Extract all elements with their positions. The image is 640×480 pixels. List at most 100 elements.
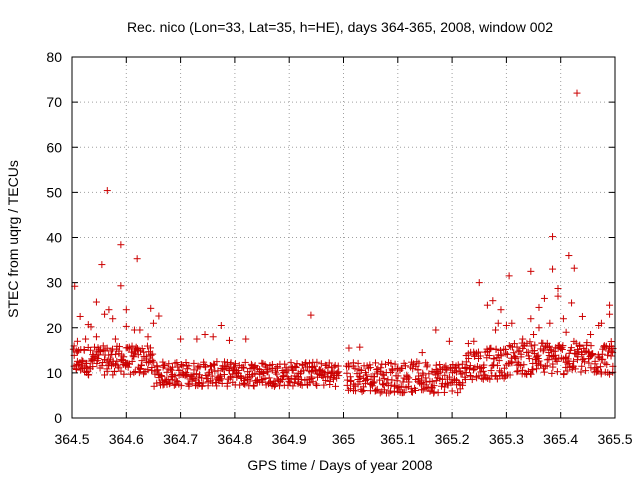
data-point (82, 359, 90, 367)
data-point (430, 388, 438, 396)
data-point (153, 366, 161, 374)
data-point (85, 371, 93, 379)
data-point (145, 359, 153, 367)
data-point (190, 366, 198, 374)
data-point (287, 359, 295, 367)
data-point (570, 264, 578, 272)
data-point (480, 361, 488, 369)
data-point (438, 382, 446, 390)
data-point (388, 376, 396, 384)
data-point (159, 381, 167, 389)
data-point (539, 347, 547, 355)
data-point (508, 319, 516, 327)
data-point (508, 358, 516, 366)
data-point (94, 354, 102, 362)
data-point (82, 335, 90, 343)
data-point (145, 348, 153, 356)
data-point (208, 372, 216, 380)
data-point (497, 351, 505, 359)
data-point (493, 362, 501, 370)
data-point (128, 357, 136, 365)
data-point (149, 350, 157, 358)
data-point (218, 375, 226, 383)
data-point (596, 363, 604, 371)
data-point (549, 265, 557, 273)
data-point (461, 373, 469, 381)
data-point (511, 353, 519, 361)
data-point (184, 379, 192, 387)
data-point (588, 350, 596, 358)
data-point (354, 359, 362, 367)
data-point (430, 382, 438, 390)
data-point (432, 326, 440, 334)
data-point (535, 303, 543, 311)
data-point (546, 319, 554, 327)
data-point (111, 368, 119, 376)
data-point (317, 360, 325, 368)
data-point (328, 367, 336, 375)
data-point (440, 388, 448, 396)
data-point (253, 377, 261, 385)
data-point (454, 389, 462, 397)
data-point (306, 379, 314, 387)
data-point (554, 284, 562, 292)
data-point (377, 367, 385, 375)
data-point (86, 346, 94, 354)
x-tick-label: 364.5 (54, 431, 89, 447)
data-point (398, 364, 406, 372)
data-point (251, 369, 259, 377)
y-tick-label: 0 (54, 410, 62, 426)
data-point (514, 367, 522, 375)
data-point (417, 376, 425, 384)
data-point (543, 362, 551, 370)
x-tick-label: 365.5 (597, 431, 632, 447)
data-point (527, 315, 535, 323)
data-point (415, 359, 423, 367)
data-point (497, 306, 505, 314)
data-point (519, 335, 527, 343)
data-point (132, 345, 140, 353)
data-point (483, 301, 491, 309)
data-point (273, 370, 281, 378)
data-point (217, 321, 225, 329)
data-point (547, 346, 555, 354)
data-point (489, 297, 497, 305)
data-point (170, 381, 178, 389)
chart-title: Rec. nico (Lon=33, Lat=35, h=HE), days 3… (127, 19, 553, 35)
data-point (343, 381, 351, 389)
x-tick-label: 365 (332, 431, 356, 447)
data-point (330, 363, 338, 371)
data-point (178, 361, 186, 369)
data-point (234, 367, 242, 375)
data-point (209, 379, 217, 387)
data-point (481, 371, 489, 379)
data-point (136, 326, 144, 334)
data-point (577, 368, 585, 376)
data-point (334, 362, 342, 370)
data-point (333, 369, 341, 377)
data-point (505, 342, 513, 350)
data-point (237, 372, 245, 380)
y-tick-label: 10 (46, 365, 62, 381)
data-point (606, 301, 614, 309)
data-point (474, 348, 482, 356)
data-point (578, 362, 586, 370)
data-point (174, 363, 182, 371)
data-point (293, 373, 301, 381)
data-point (127, 348, 135, 356)
data-point (456, 385, 464, 393)
data-point (540, 368, 548, 376)
data-point (250, 382, 258, 390)
data-point (462, 369, 470, 377)
data-point (167, 366, 175, 374)
data-point (131, 368, 139, 376)
data-point (379, 380, 387, 388)
data-point (293, 360, 301, 368)
data-point (308, 374, 316, 382)
data-point (190, 375, 198, 383)
y-tick-label: 70 (46, 94, 62, 110)
data-point (531, 355, 539, 363)
data-point (369, 373, 377, 381)
data-point (358, 388, 366, 396)
data-point (261, 374, 269, 382)
